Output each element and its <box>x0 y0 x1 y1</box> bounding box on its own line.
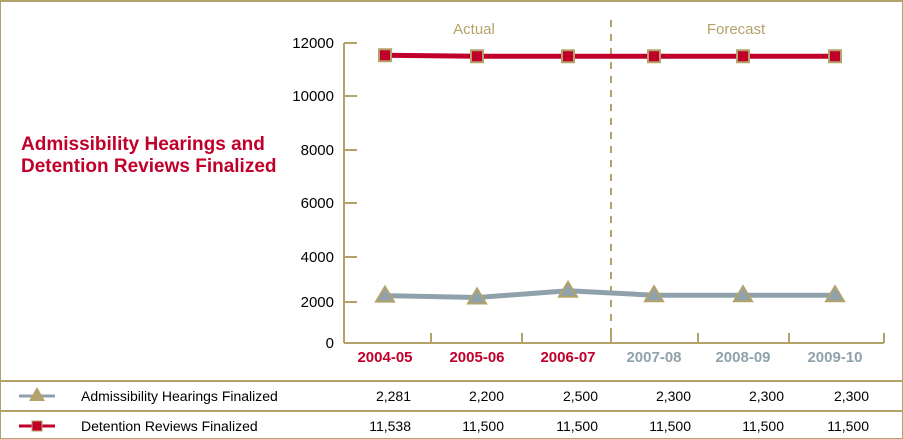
square-legend-icon <box>19 420 55 432</box>
data-point-square <box>378 48 392 63</box>
data-point-triangle <box>643 284 665 303</box>
y-tick-label: 10000 <box>292 88 334 105</box>
y-tick-label: 8000 <box>301 142 334 159</box>
table-cell-value: 2,300 <box>655 388 691 404</box>
x-tick-label: 2007-08 <box>626 349 681 366</box>
data-point-square <box>470 49 484 64</box>
y-tick-label: 4000 <box>301 249 334 266</box>
x-tick-label: 2004-05 <box>357 349 412 366</box>
series-line <box>384 52 835 59</box>
series-line <box>384 288 835 301</box>
table-cell-value: 2,281 <box>375 388 411 404</box>
data-point-square <box>647 49 661 64</box>
x-tick-label: 2009-10 <box>807 349 862 366</box>
x-tick-label: 2008-09 <box>715 349 770 366</box>
y-tick-label: 12000 <box>292 35 334 52</box>
triangle-legend-icon <box>19 387 55 401</box>
y-tick-label: 2000 <box>301 294 334 311</box>
legend-label: Detention Reviews Finalized <box>81 418 258 434</box>
data-point-square <box>736 49 750 64</box>
table-cell-value: 2,500 <box>562 388 598 404</box>
legend-table-row: Admissibility Hearings Finalized 2,281 2,2… <box>1 380 902 411</box>
data-point-square <box>561 49 575 64</box>
data-point-square <box>828 49 842 64</box>
legend-label: Admissibility Hearings Finalized <box>81 388 278 404</box>
data-point-triangle <box>557 279 579 298</box>
region-label-forecast: Forecast <box>707 21 766 38</box>
table-cell-value: 11,500 <box>556 418 598 434</box>
data-point-triangle <box>732 284 754 303</box>
x-tick-label: 2005-06 <box>449 349 504 366</box>
x-tick-label: 2006-07 <box>540 349 595 366</box>
table-cell-value: 11,500 <box>462 418 504 434</box>
data-point-triangle <box>466 286 488 305</box>
region-label-actual: Actual <box>453 21 495 38</box>
table-cell-value: 11,538 <box>369 418 411 434</box>
y-tick-label: 0 <box>326 335 334 352</box>
table-cell-value: 2,300 <box>833 388 869 404</box>
y-tick-label: 6000 <box>301 195 334 212</box>
plot-area: 0 2000 4000 6000 8000 10000 12000 2004-05 2005-0… <box>292 20 885 366</box>
table-cell-value: 11,500 <box>827 418 869 434</box>
data-point-triangle <box>824 284 846 303</box>
legend-table-row: Detention Reviews Finalized 11,538 11,500 1… <box>1 410 902 438</box>
chart-title: Admissibility Hearings and Detention Rev… <box>21 134 277 177</box>
table-cell-value: 11,500 <box>742 418 784 434</box>
table-cell-value: 2,200 <box>468 388 504 404</box>
table-cell-value: 11,500 <box>649 418 691 434</box>
table-cell-value: 2,300 <box>748 388 784 404</box>
data-point-triangle <box>374 284 396 303</box>
